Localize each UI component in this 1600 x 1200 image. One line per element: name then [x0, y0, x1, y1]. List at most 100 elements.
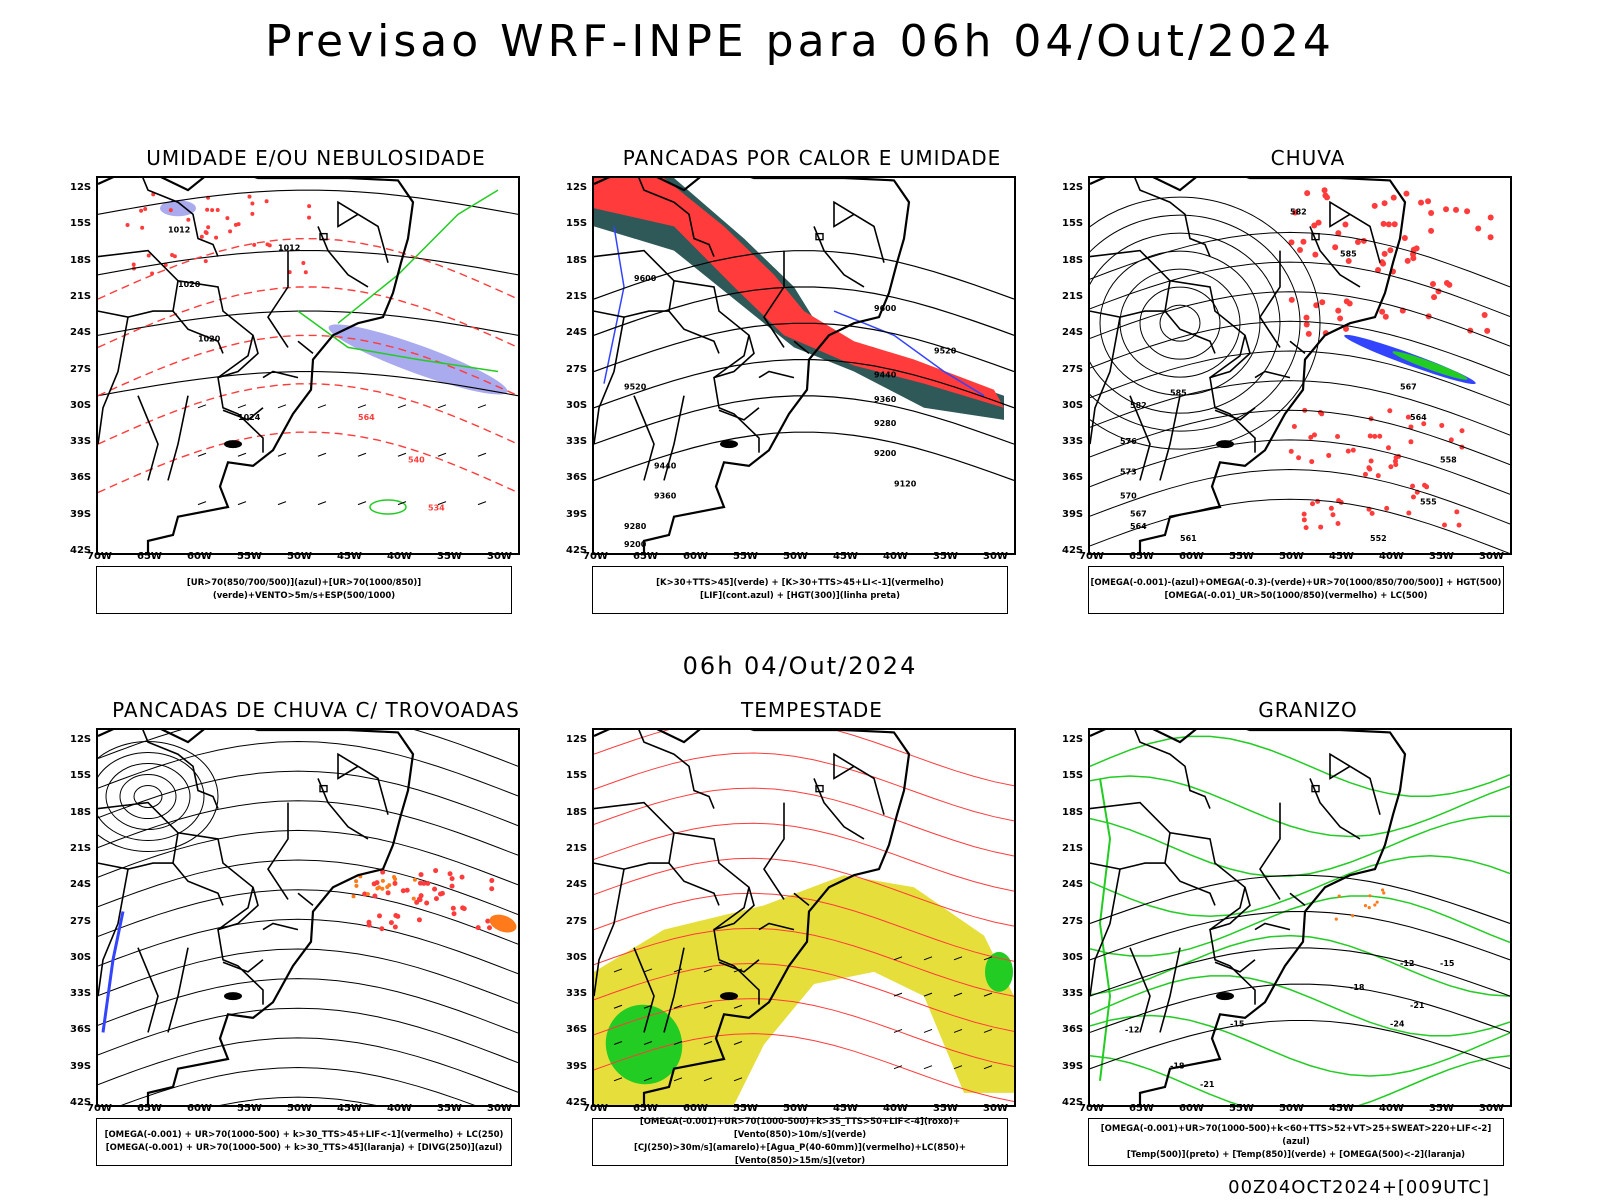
coastline	[98, 730, 415, 1105]
wind-vector	[643, 968, 653, 973]
streamline	[594, 857, 1014, 927]
lon-tick-label: 70W	[87, 1103, 112, 1114]
border-line	[337, 752, 389, 815]
lon-tick-label: 60W	[1179, 1103, 1204, 1114]
lon-tick-label: 65W	[633, 1103, 658, 1114]
border-line	[1159, 395, 1181, 481]
lon-tick-label: 45W	[833, 551, 858, 562]
contour-label: 9280	[874, 419, 897, 428]
contour-line	[98, 310, 518, 336]
lat-tick-label: 27S	[566, 915, 588, 927]
lat-tick-label: 39S	[70, 508, 92, 520]
lat-tick-label: 21S	[1062, 842, 1084, 854]
green-area	[985, 951, 1013, 992]
lon-tick-label: 45W	[833, 1103, 858, 1114]
wind-vector	[923, 1028, 933, 1033]
border-line	[167, 947, 189, 1033]
wind-vector	[397, 404, 407, 409]
lat-tick-label: 42S	[566, 545, 588, 556]
lon-tick-label: 60W	[1179, 551, 1204, 562]
wind-vector	[477, 404, 487, 409]
lat-tick-label: 21S	[70, 842, 92, 854]
shaded-cell	[1330, 512, 1336, 518]
shaded-cell	[1301, 517, 1307, 523]
shaded-cell	[1363, 904, 1368, 908]
wind-vector	[197, 452, 207, 457]
lon-tick-label: 30W	[487, 1103, 512, 1114]
shaded-cell	[451, 911, 457, 917]
wind-vector	[953, 992, 963, 997]
lon-tick-label: 40W	[387, 1103, 412, 1114]
shaded-cell	[1337, 894, 1341, 898]
border-line	[317, 226, 369, 288]
border-line	[594, 801, 760, 1005]
shaded-cell	[1335, 433, 1341, 439]
streamline	[1090, 261, 1510, 317]
lon-tick-label: 35W	[1429, 1103, 1454, 1114]
shaded-cell	[1406, 510, 1412, 516]
contour-label: 9520	[624, 383, 647, 392]
shaded-cell	[1360, 237, 1367, 244]
lon-tick-label: 65W	[1129, 551, 1154, 562]
border-line	[127, 310, 173, 318]
shaded-cell	[1375, 900, 1379, 904]
contour-line	[1090, 874, 1510, 925]
lon-tick-label: 60W	[187, 551, 212, 562]
contour-label: 561	[1180, 534, 1197, 543]
contour-line	[98, 371, 518, 397]
shaded-cell	[418, 893, 424, 899]
shaded-cell	[1408, 439, 1414, 445]
lat-tick-label: 27S	[70, 915, 92, 927]
shaded-cell	[486, 925, 492, 931]
lon-tick-label: 45W	[337, 1103, 362, 1114]
border-line	[1329, 200, 1381, 263]
coastline	[594, 178, 911, 553]
panel-umidade: UMIDADE E/OU NEBULOSIDADE 1012 1012 1020 10…	[70, 146, 536, 646]
contour-line	[594, 395, 1014, 445]
wind-vector	[317, 404, 327, 409]
border-line	[1164, 280, 1216, 354]
lat-tick-label: 18S	[566, 254, 588, 266]
shaded-cell	[459, 874, 465, 880]
map-area: 9600 9600 9520 9520 9440 9440 9360 9360 9280 9280…	[592, 176, 1016, 555]
shaded-cell	[1335, 230, 1342, 237]
green-contour	[1090, 775, 1510, 838]
contour-label: 1020	[178, 280, 201, 289]
lat-tick-label: 27S	[1062, 363, 1084, 375]
lat-tick-label: 33S	[566, 988, 588, 1000]
lat-tick-label: 12S	[1062, 734, 1084, 746]
shaded-cell	[264, 199, 269, 204]
lat-tick-label: 27S	[566, 363, 588, 375]
capital-marker	[1311, 784, 1320, 793]
border-line	[668, 832, 720, 906]
shaded-cell	[424, 900, 430, 906]
shaded-cell	[1410, 494, 1416, 500]
wind-vector	[983, 1065, 993, 1070]
shaded-cell	[385, 890, 391, 896]
shaded-cell	[1288, 448, 1294, 454]
streamline	[594, 1033, 1014, 1102]
shaded-cell	[265, 242, 270, 247]
capital-marker	[1311, 232, 1320, 241]
shaded-cell	[1351, 914, 1355, 918]
streamline	[1090, 350, 1510, 406]
lon-tick-label: 50W	[783, 551, 808, 562]
border-line	[1090, 310, 1121, 445]
streamline	[1090, 231, 1510, 288]
lon-tick-label: 70W	[1079, 551, 1104, 562]
map-area	[592, 728, 1016, 1107]
wind-vector	[673, 1077, 683, 1082]
shaded-cell	[210, 208, 215, 213]
panel-title: PANCADAS POR CALOR E UMIDADE	[622, 146, 1002, 170]
contour-label: 564	[358, 413, 375, 422]
shaded-cell	[489, 878, 495, 884]
border-line	[317, 778, 369, 840]
contour-label: -15	[1230, 1019, 1245, 1028]
lat-tick-label: 33S	[1062, 988, 1084, 1000]
contour-label: 1024	[238, 413, 261, 422]
wind-vector	[197, 501, 207, 506]
contour-label: -12	[1125, 1025, 1139, 1034]
wind-vector	[613, 1077, 623, 1082]
coastline	[1090, 178, 1407, 553]
shaded-cell	[1328, 505, 1334, 511]
